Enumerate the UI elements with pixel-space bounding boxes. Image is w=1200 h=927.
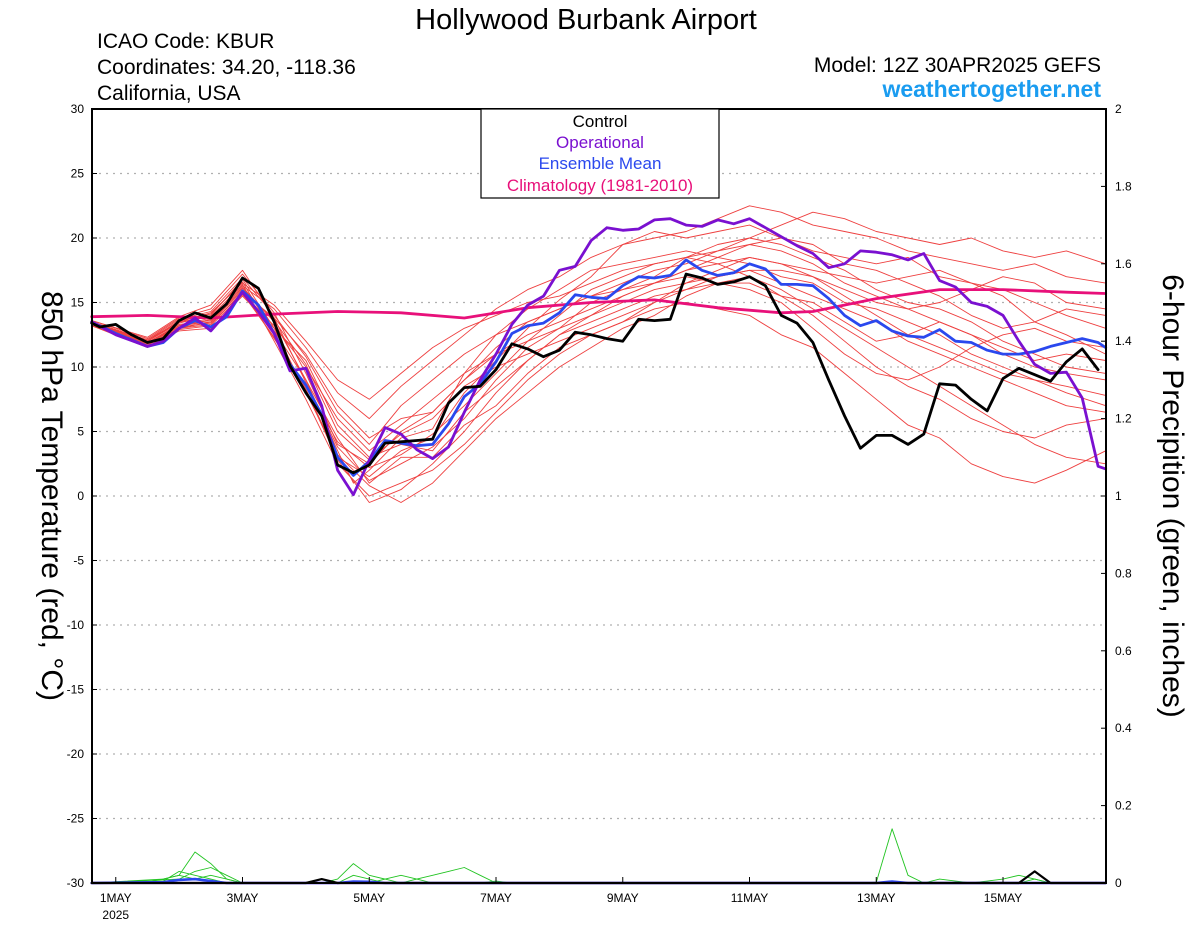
chart-title: Hollywood Burbank Airport [415, 4, 757, 36]
main-series [90, 217, 1108, 497]
coordinates: Coordinates: 34.20, -118.36 [97, 56, 356, 79]
y-tick-label: -5 [73, 554, 84, 568]
y-tick-label: -30 [67, 876, 85, 890]
y-tick-label: 20 [71, 231, 85, 245]
x-tick-label: 9MAY [607, 891, 639, 905]
left-axis-label: 850 hPa Temperature (red, °C) [35, 291, 68, 701]
control-line [90, 272, 1100, 475]
precip-member-line [91, 828, 1107, 884]
icao-code: ICAO Code: KBUR [97, 30, 274, 53]
legend: Control Operational Ensemble Mean Climat… [480, 108, 720, 199]
ensemble-member-line [91, 250, 1107, 484]
y2-tick-label: 0 [1115, 876, 1122, 890]
x-tick-label: 13MAY [857, 891, 895, 905]
y2-tick-label: 0.4 [1115, 721, 1132, 735]
y2-tick-label: 1.4 [1115, 334, 1132, 348]
x-tick-label: 3MAY [227, 891, 259, 905]
y-tick-label: -10 [67, 618, 85, 632]
y2-tick-label: 1 [1115, 489, 1122, 503]
legend-control: Control [573, 112, 628, 131]
legend-box [480, 108, 720, 199]
y2-tick-label: 1.6 [1115, 257, 1132, 271]
operational-line [90, 217, 1108, 497]
x-tick-label: 11MAY [731, 891, 769, 905]
x-tick-label: 15MAY [984, 891, 1022, 905]
x-tick-year: 2025 [102, 908, 129, 922]
y-tick-label: 30 [71, 102, 85, 116]
ensemble-member-line [91, 211, 1107, 481]
y-tick-label: 15 [71, 296, 85, 310]
legend-operational: Operational [556, 133, 644, 152]
y-tick-label: -20 [67, 747, 85, 761]
gridlines [92, 172, 1106, 820]
y2-tick-label: 0.6 [1115, 644, 1132, 658]
right-axis-label: 6-hour Precipition (green, inches) [1156, 274, 1189, 718]
ensemble-member-line [91, 269, 1107, 497]
y-tick-label: 5 [77, 425, 84, 439]
ensemble-member-line [91, 244, 1107, 439]
region: California, USA [97, 82, 241, 105]
y-tick-label: 10 [71, 360, 85, 374]
model-run: Model: 12Z 30APR2025 GEFS [814, 54, 1101, 77]
y-tick-label: 0 [77, 489, 84, 503]
ensemble-member-line [91, 276, 1107, 445]
right-axis-ticks: 2 1.8 1.6 1.4 1.2 1 0.8 0.6 0.4 0.2 0 [1101, 102, 1132, 890]
y2-tick-label: 2 [1115, 102, 1122, 116]
legend-climatology: Climatology (1981-2010) [507, 176, 693, 195]
y2-tick-label: 1.2 [1115, 412, 1132, 426]
y2-tick-label: 1.8 [1115, 179, 1132, 193]
ensemble-member-line [91, 205, 1107, 420]
x-tick-label: 5MAY [353, 891, 385, 905]
site-link[interactable]: weathertogether.net [881, 76, 1101, 102]
y2-tick-label: 0.2 [1115, 799, 1132, 813]
ensemble-member-line [91, 237, 1107, 400]
x-tick-label: 7MAY [480, 891, 512, 905]
x-tick-label: 1MAY [100, 891, 132, 905]
legend-ensemble-mean: Ensemble Mean [539, 154, 662, 173]
left-axis-ticks: 30 25 20 15 10 5 0 -5 -10 -15 -20 -25 -30 [67, 102, 97, 890]
y-tick-label: 25 [71, 167, 85, 181]
y2-tick-label: 0.8 [1115, 566, 1132, 580]
y-tick-label: -25 [67, 812, 85, 826]
x-axis-ticks: 1MAY 2025 3MAY 5MAY 7MAY 9MAY 11MAY 13MAY 15MAY [100, 877, 1022, 922]
y-tick-label: -15 [67, 683, 85, 697]
